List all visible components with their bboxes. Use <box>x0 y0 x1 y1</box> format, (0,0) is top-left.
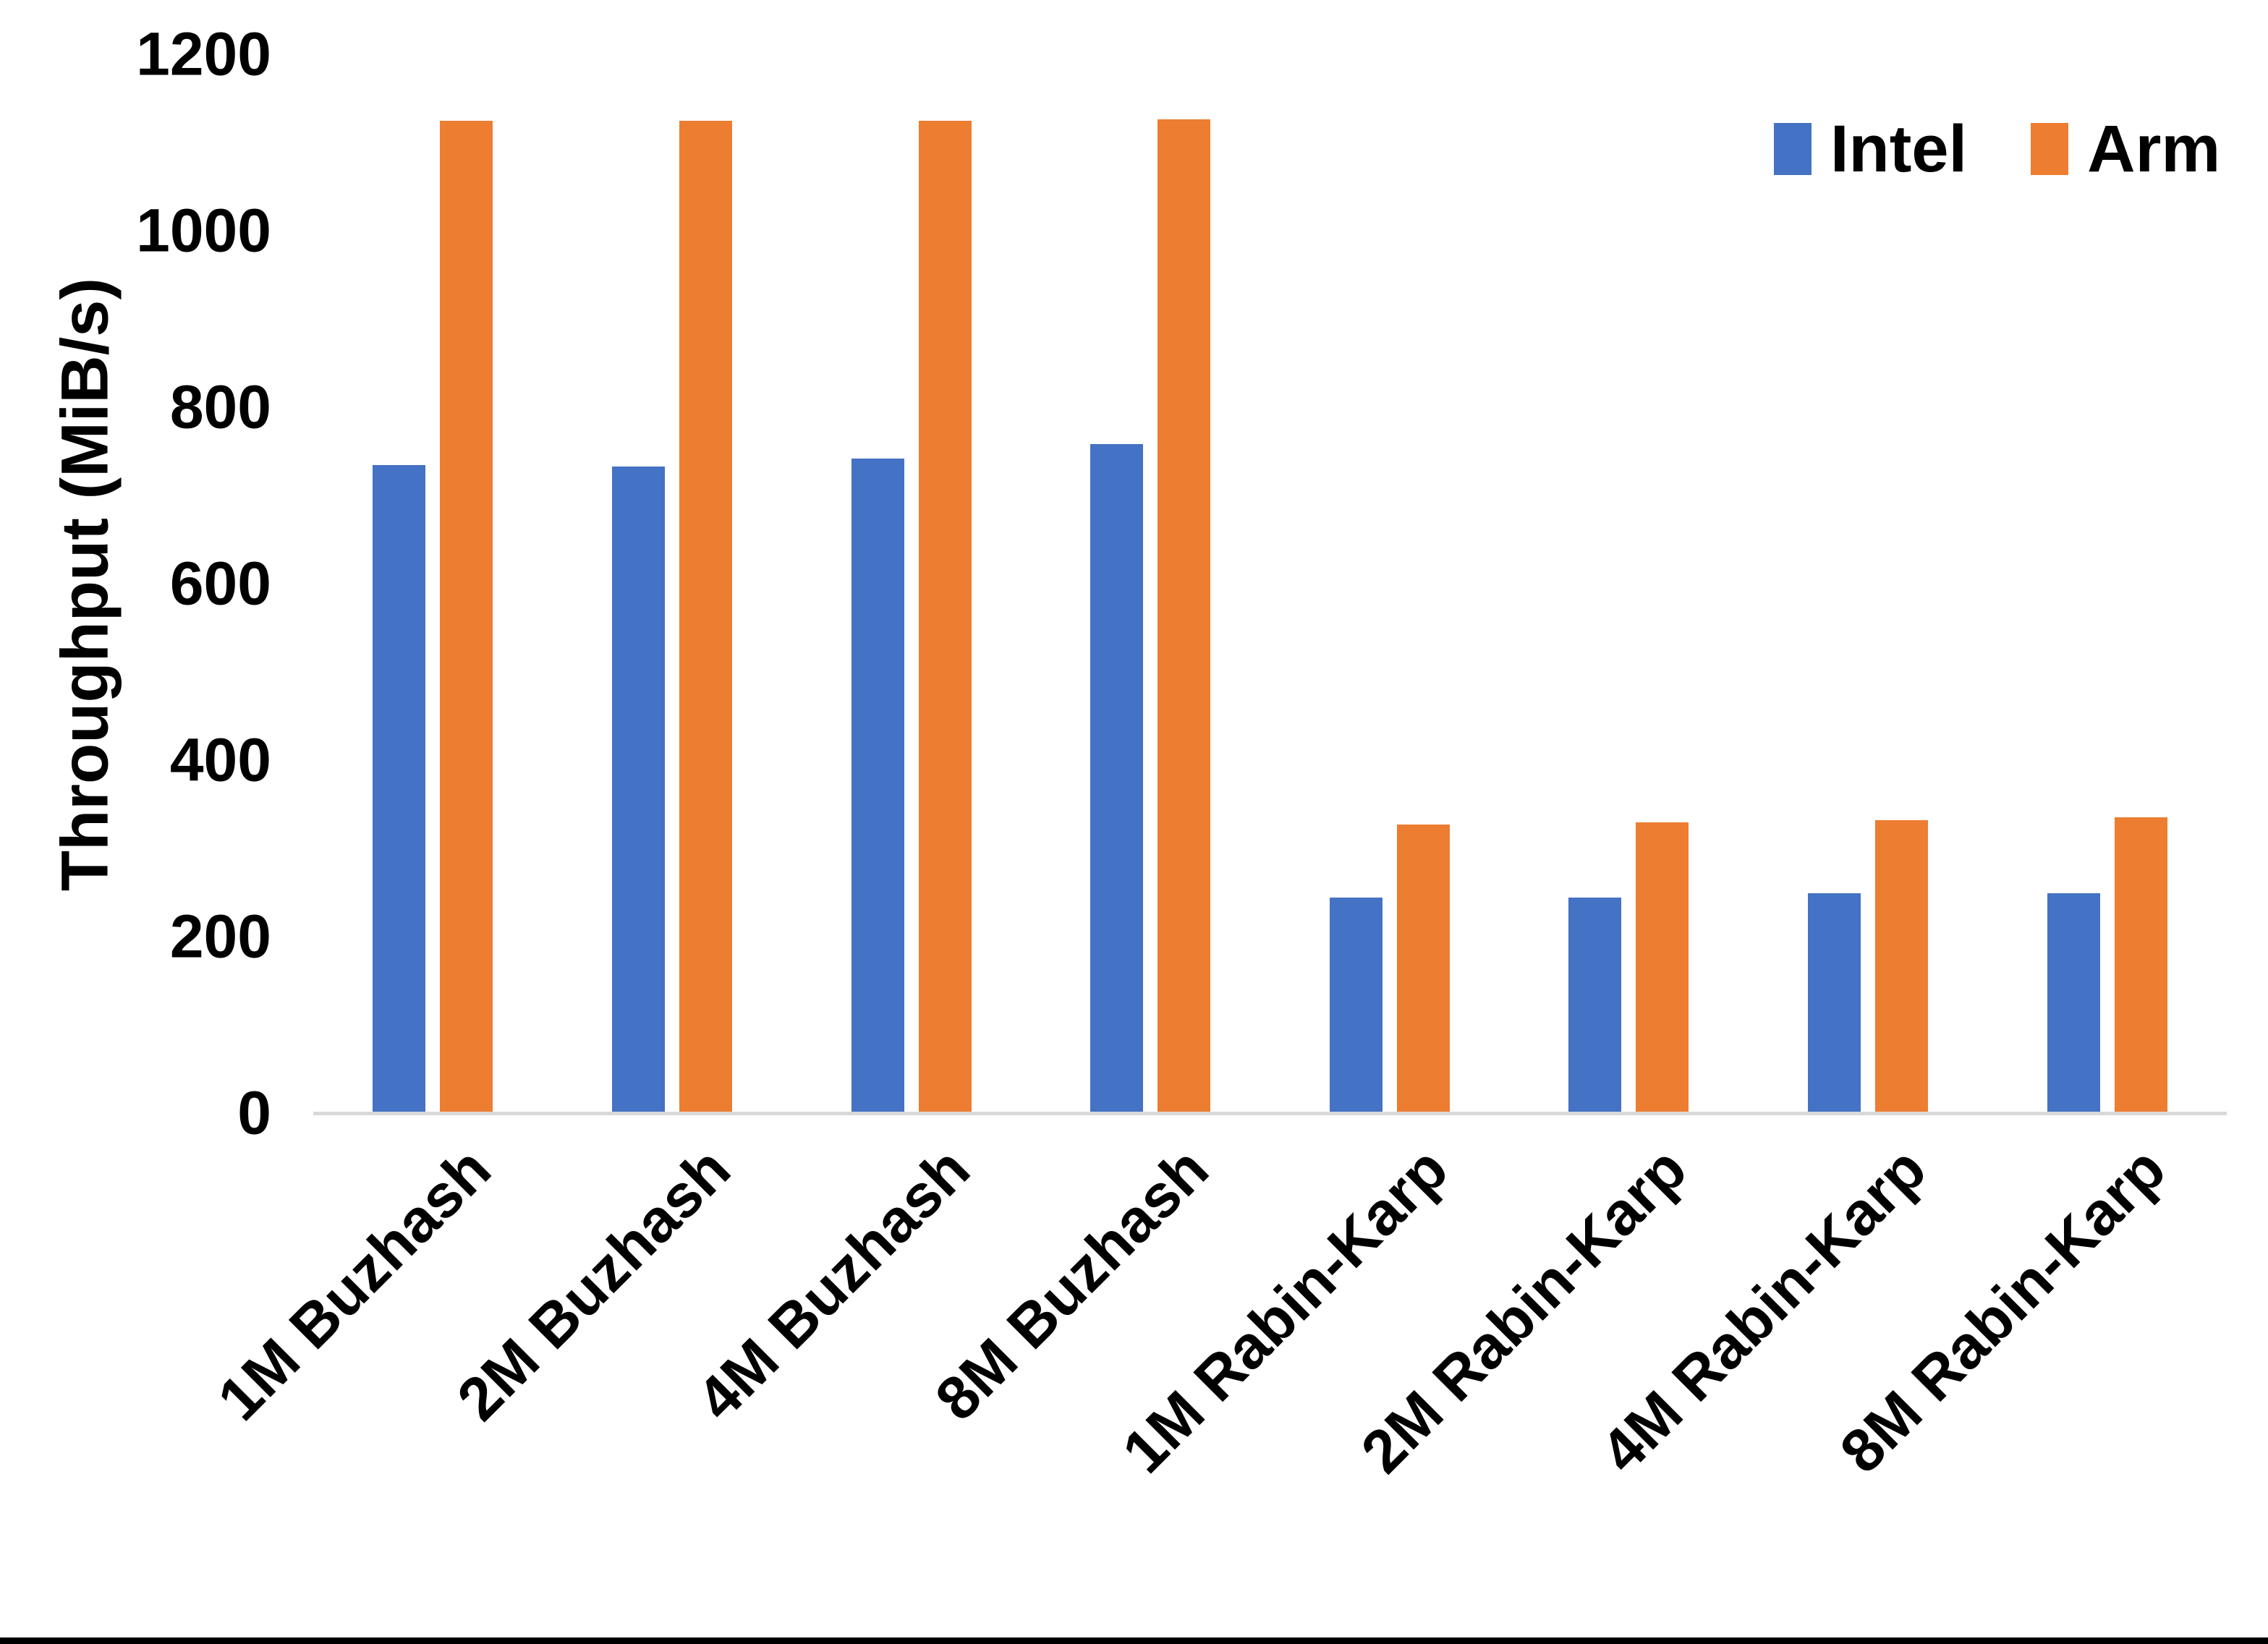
bar-arm <box>1875 820 1929 1114</box>
y-tick-label: 0 <box>237 1078 271 1147</box>
bar-group <box>1509 0 1749 1114</box>
bottom-border-rule <box>0 1637 2268 1644</box>
bar-intel <box>611 467 665 1114</box>
bar-group <box>791 0 1031 1114</box>
y-tick-label: 1200 <box>136 20 271 88</box>
bar-arm <box>440 121 493 1114</box>
y-tick-label: 400 <box>169 725 271 794</box>
bar-intel <box>1090 444 1144 1114</box>
bar-arm <box>679 121 732 1114</box>
legend-swatch-icon <box>2031 123 2069 175</box>
bar-intel <box>1808 893 1861 1114</box>
legend-label: Intel <box>1830 112 1968 186</box>
plot-area <box>313 0 2227 1114</box>
bar-intel <box>851 459 904 1114</box>
bar-group <box>313 0 553 1114</box>
y-tick-label: 200 <box>169 902 271 971</box>
bar-arm <box>918 121 972 1114</box>
y-tick-label: 600 <box>169 549 271 618</box>
bar-group <box>1987 0 2227 1114</box>
bar-intel <box>1329 898 1383 1114</box>
x-axis-line <box>313 1112 2227 1115</box>
y-tick-label: 1000 <box>136 196 271 265</box>
bar-group <box>1270 0 1510 1114</box>
legend: Intel Arm <box>1774 116 2220 182</box>
legend-swatch-icon <box>1774 123 1812 175</box>
legend-label: Arm <box>2087 112 2221 186</box>
bar-group <box>553 0 792 1114</box>
legend-item-intel: Intel <box>1774 116 1967 182</box>
legend-item-arm: Arm <box>2031 116 2220 182</box>
bar-group <box>1749 0 1988 1114</box>
bar-arm <box>1636 822 1689 1114</box>
bar-arm <box>2114 817 2167 1114</box>
bar-arm <box>1158 119 1211 1114</box>
bar-intel <box>2047 893 2100 1114</box>
bar-intel <box>373 465 426 1114</box>
bar-group <box>1031 0 1270 1114</box>
x-category-label: 1M Buzhash <box>205 1134 504 1434</box>
y-tick-label: 800 <box>169 372 271 441</box>
bar-intel <box>1568 898 1622 1114</box>
bar-arm <box>1396 825 1450 1114</box>
